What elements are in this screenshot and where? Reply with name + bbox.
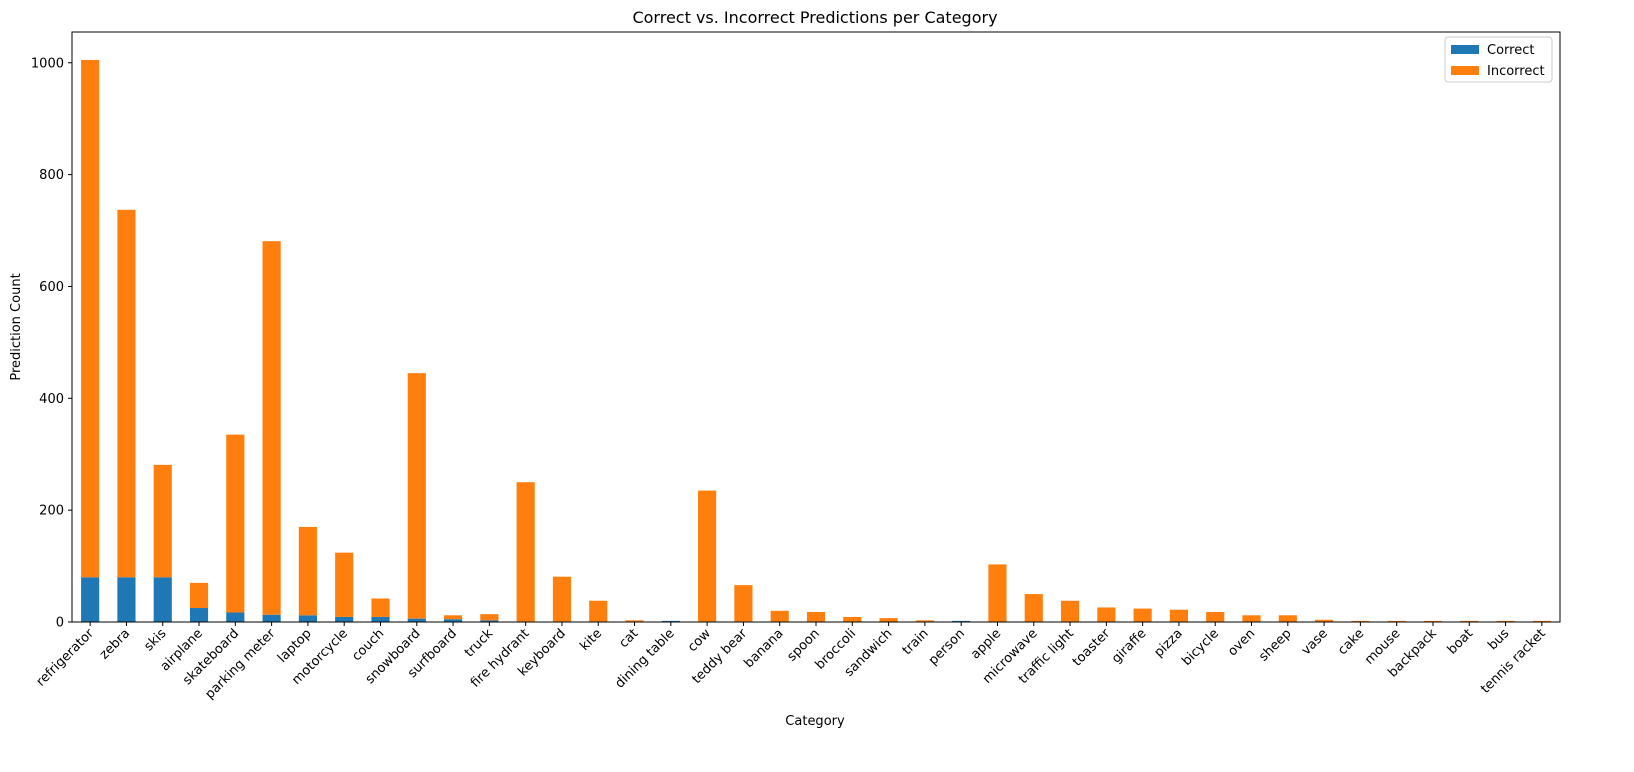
bar-incorrect-apple [988, 564, 1007, 622]
bar-correct-airplane [189, 608, 209, 622]
x-tick-label: sheep [1256, 626, 1294, 664]
x-tick-label: zebra [97, 626, 133, 662]
x-tick-label: truck [462, 626, 497, 661]
y-tick-label: 200 [39, 504, 64, 519]
y-tick-label: 600 [39, 280, 64, 295]
bar-incorrect-mouse [1387, 620, 1406, 622]
bar-incorrect-laptop [298, 526, 317, 616]
bar-incorrect-bicycle [1206, 611, 1225, 622]
bar-incorrect-tennis-racket [1532, 620, 1551, 622]
bar-incorrect-skis [153, 464, 172, 578]
bar-incorrect-teddy-bear [734, 585, 753, 622]
bar-incorrect-refrigerator [81, 59, 100, 578]
x-tick-label: banana [742, 626, 787, 671]
bar-incorrect-backpack [1423, 620, 1443, 622]
bar-incorrect-couch [371, 598, 390, 617]
y-tick-label: 400 [39, 392, 64, 407]
bar-correct-person [952, 620, 971, 622]
bar-incorrect-airplane [189, 582, 209, 609]
bar-correct-zebra [117, 577, 136, 622]
x-tick-label: oven [1225, 626, 1258, 659]
bar-correct-dining-table [661, 620, 680, 622]
bar-incorrect-skateboard [226, 434, 245, 613]
x-tick-label: bicycle [1179, 626, 1222, 669]
legend-swatch-correct [1451, 45, 1479, 54]
axes-frame [71, 31, 1561, 623]
bar-incorrect-bus [1496, 620, 1515, 622]
x-tick-label: cake [1335, 626, 1367, 658]
bar-incorrect-pizza [1169, 609, 1188, 622]
x-tick-label: skis [141, 626, 169, 654]
bar-incorrect-snowboard [407, 373, 426, 619]
bar-incorrect-cow [698, 490, 717, 622]
bar-incorrect-sheep [1278, 615, 1297, 622]
x-tick-label: refrigerator [34, 626, 98, 690]
bar-correct-parking-meter [262, 614, 281, 622]
bar-incorrect-parking-meter [262, 241, 281, 615]
bar-incorrect-cat [625, 620, 644, 622]
x-tick-label: person [926, 626, 968, 668]
bar-correct-snowboard [407, 618, 426, 622]
plot-area: refrigerator zebra skisairplaneskateboardp… [31, 31, 1561, 702]
x-tick-label: tennis racket [1478, 626, 1549, 697]
bar-incorrect-fire-hydrant [516, 482, 535, 622]
bar-incorrect-giraffe [1133, 608, 1152, 622]
legend-swatch-incorrect [1451, 66, 1479, 75]
chart-title: Correct vs. Incorrect Predictions per Ca… [632, 8, 997, 27]
x-tick-label: cat [616, 626, 641, 651]
bar-correct-skateboard [226, 612, 245, 622]
x-tick-label: cow [685, 626, 714, 655]
x-tick-label: bus [1485, 626, 1512, 653]
y-tick-label: 0 [56, 616, 64, 631]
bar-incorrect-banana [770, 610, 789, 622]
legend-label-incorrect: Incorrect [1487, 64, 1545, 79]
x-tick-label: giraffe [1109, 626, 1149, 666]
bar-correct-skis [153, 577, 172, 622]
bar-incorrect-spoon [806, 611, 826, 622]
legend: Correct Incorrect [1444, 36, 1553, 83]
bar-incorrect-traffic-light [1060, 600, 1080, 622]
bar-correct-couch [371, 616, 390, 622]
x-tick-label: toaster [1070, 626, 1114, 670]
bar-correct-refrigerator [81, 577, 100, 622]
bar-incorrect-sandwich [879, 618, 898, 622]
x-tick-label: train [900, 626, 932, 658]
bar-incorrect-broccoli [843, 616, 862, 622]
x-tick-label: boat [1445, 626, 1476, 657]
bar-incorrect-surfboard [444, 615, 463, 620]
bar-incorrect-motorcycle [335, 552, 354, 617]
bar-incorrect-truck [480, 614, 499, 621]
bar-incorrect-vase [1315, 619, 1334, 622]
x-tick-label: kite [577, 626, 605, 654]
bar-incorrect-oven [1242, 615, 1261, 622]
bar-correct-truck [480, 620, 499, 622]
bar-incorrect-kite [589, 600, 608, 622]
x-tick-label: vase [1299, 626, 1331, 658]
bar-incorrect-train [915, 620, 934, 622]
y-tick-label: 800 [39, 168, 64, 183]
bar-incorrect-keyboard [552, 576, 572, 622]
bar-correct-motorcycle [335, 616, 354, 622]
bar-incorrect-toaster [1097, 607, 1116, 622]
bar-correct-surfboard [444, 619, 463, 622]
y-tick-label: 1000 [31, 56, 64, 71]
bar-correct-laptop [298, 615, 317, 622]
bar-incorrect-zebra [117, 209, 136, 578]
x-axis-label: Category [785, 714, 845, 729]
bar-incorrect-microwave [1024, 594, 1043, 622]
legend-label-correct: Correct [1487, 43, 1534, 58]
bar-incorrect-boat [1460, 620, 1479, 622]
bar-incorrect-cake [1351, 620, 1370, 622]
y-axis-label: Prediction Count [9, 273, 24, 380]
x-tick-label: pizza [1151, 626, 1185, 660]
